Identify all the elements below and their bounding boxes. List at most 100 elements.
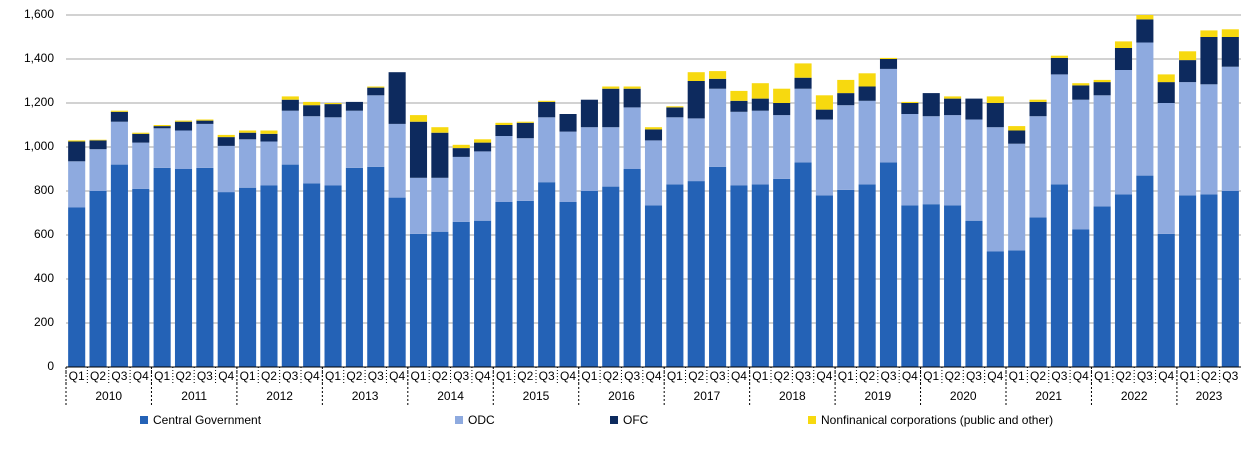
bar-segment [68, 161, 86, 208]
x-tick-label: Q1 [1180, 369, 1196, 383]
x-tick-label: Q3 [880, 369, 896, 383]
year-label: 2021 [1035, 389, 1062, 403]
bar-segment [922, 93, 940, 117]
bar-segment [858, 73, 876, 87]
bar-segment [623, 88, 641, 108]
bar-segment [495, 202, 513, 367]
x-tick-label: Q2 [1201, 369, 1217, 383]
bar-segment [431, 231, 449, 367]
x-tick-label: Q4 [304, 369, 320, 383]
bar-segment [324, 103, 342, 105]
y-tick-label: 200 [34, 315, 54, 329]
bar-segment [409, 121, 428, 178]
legend-label: Central Government [153, 413, 262, 427]
bar-segment [986, 127, 1004, 252]
x-tick-label: Q2 [432, 369, 448, 383]
bar-segment [602, 88, 620, 128]
bar-segment [217, 192, 235, 367]
bar-segment [602, 86, 620, 89]
x-tick-label: Q2 [175, 369, 191, 383]
bar-segment [303, 101, 321, 106]
bar-segment [89, 139, 107, 141]
bar-segment [879, 57, 898, 59]
bar-segment [367, 86, 385, 88]
bar-segment [345, 101, 363, 111]
bar-segment [1029, 116, 1047, 218]
x-tick-label: Q2 [1030, 369, 1046, 383]
bar-segment [1221, 66, 1239, 191]
bar-segment [837, 79, 855, 94]
year-label: 2014 [437, 389, 464, 403]
year-label: 2022 [1121, 389, 1148, 403]
bar-segment [196, 167, 214, 367]
bar-segment [602, 186, 620, 367]
bar-segment [644, 129, 663, 141]
bar-segment [944, 96, 962, 99]
year-label: 2010 [95, 389, 122, 403]
bar-segment [260, 130, 278, 134]
bar-segment [474, 142, 492, 152]
bar-segment [281, 110, 299, 165]
bar-segment [1072, 85, 1090, 100]
x-tick-label: Q4 [902, 369, 918, 383]
legend-label: Nonfinanical corporations (public and ot… [821, 413, 1053, 427]
bar-segment [132, 142, 150, 189]
bar-segment [452, 156, 470, 222]
bar-segment [986, 96, 1004, 103]
bar-segment [153, 125, 171, 127]
year-label: 2019 [864, 389, 891, 403]
bar-segment [474, 139, 492, 143]
x-tick-label: Q1 [667, 369, 683, 383]
bar-segment [1157, 74, 1175, 83]
bar-segment [1050, 74, 1068, 185]
bar-segment [345, 110, 363, 168]
x-tick-label: Q2 [261, 369, 277, 383]
bar-segment [1157, 233, 1175, 367]
bar-segment [495, 122, 513, 125]
bar-segment [89, 149, 107, 191]
bar-segment [1072, 83, 1090, 86]
bar-segment [89, 191, 107, 367]
year-label: 2013 [352, 389, 379, 403]
x-tick-label: Q3 [111, 369, 127, 383]
year-label: 2016 [608, 389, 635, 403]
bar-segment [132, 133, 150, 143]
bar-segment [516, 138, 534, 201]
bar-segment [1136, 19, 1154, 43]
bar-segment [174, 130, 193, 169]
bar-segment [367, 87, 385, 96]
bar-segment [452, 221, 470, 367]
year-label: 2018 [779, 389, 806, 403]
year-label: 2011 [181, 389, 207, 403]
bar-segment [153, 126, 171, 129]
x-tick-label: Q4 [731, 369, 747, 383]
bar-segment [174, 169, 193, 367]
x-tick-label: Q4 [475, 369, 491, 383]
x-tick-label: Q2 [517, 369, 533, 383]
bar-segment [452, 148, 470, 157]
bar-segment [751, 98, 769, 111]
bar-segment [1221, 37, 1239, 67]
bar-segment [1008, 130, 1026, 144]
x-tick-label: Q3 [710, 369, 726, 383]
bar-segment [1157, 103, 1175, 234]
bar-segment [580, 99, 598, 128]
legend-label: OFC [623, 413, 649, 427]
bar-segment [367, 95, 385, 167]
bar-segment [538, 100, 556, 102]
bar-segment [709, 78, 727, 89]
bar-segment [260, 141, 278, 186]
bar-segment [1008, 250, 1026, 367]
bar-segment [580, 127, 598, 191]
bar-segment [794, 162, 812, 367]
x-tick-label: Q3 [624, 369, 640, 383]
bar-segment [1136, 175, 1154, 367]
bar-segment [345, 167, 363, 367]
bar-segment [174, 120, 193, 122]
bar-segment [474, 220, 492, 367]
bar-segment [495, 136, 513, 202]
bar-segment [794, 77, 812, 89]
bar-segment [965, 119, 983, 221]
bar-segment [730, 90, 748, 101]
bar-segment [1008, 143, 1026, 251]
